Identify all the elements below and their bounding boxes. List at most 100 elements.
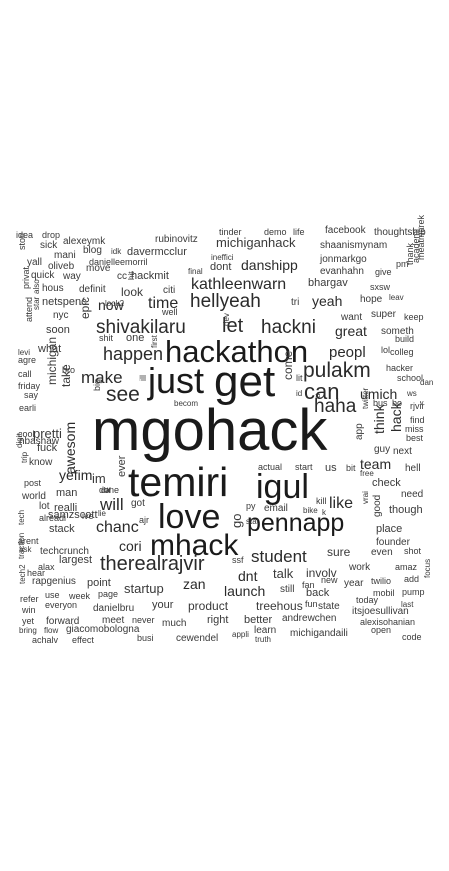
cloud-word: oliveb [48,261,75,272]
cloud-word: done [99,485,120,495]
cloud-word: peopl [329,344,366,361]
cloud-word: founder [376,537,410,548]
cloud-word: new [321,575,338,585]
cloud-word: giacomobologna [66,624,140,635]
cloud-word: love [158,498,221,536]
cloud-word: want [341,312,363,323]
cloud-word: app [354,423,365,440]
cloud-word: next [393,446,412,457]
cloud-word: danielleemorril [89,257,148,267]
cloud-word: shaanismynam [320,240,388,251]
cloud-word: got [131,498,145,509]
cloud-word: think [371,404,387,434]
cloud-word: dan [420,378,434,387]
cloud-word: mhack [150,529,239,562]
cloud-word: ssf [232,555,244,565]
cloud-word: nyc [53,310,69,321]
cloud-word: now [98,297,124,313]
cloud-word: add [404,574,420,584]
cloud-word: drop [42,230,61,240]
cloud-word: world [22,491,46,502]
cloud-word: kill [316,496,327,506]
cloud-word: school [397,373,424,383]
cloud-word: place [376,523,403,535]
cloud-word: get [214,357,276,406]
cloud-word: will [100,495,124,514]
cloud-word: umich [360,386,398,402]
cloud-word: bit [346,463,356,473]
cloud-word: rubinovitz [155,234,198,245]
cloud-word: cc [117,271,127,282]
cloud-word: pennapp [247,509,345,537]
cloud-word: year [344,578,364,589]
cloud-word: point [87,577,111,589]
cloud-word: move [86,263,111,274]
cloud-word: hear [27,568,46,578]
cloud-word: sure [327,545,351,559]
cloud-word: hous [42,283,64,294]
cloud-word: right [207,614,229,626]
cloud-word: way [63,271,81,282]
cloud-word: agre [18,355,37,365]
cloud-word: hackathon [165,334,309,369]
cloud-word: tech [17,509,26,525]
cloud-word: samzscott [48,509,98,521]
cloud-word: bus [373,398,388,408]
cloud-word: code [402,632,422,642]
cloud-word: time [148,295,179,312]
cloud-word: id [296,389,303,398]
cloud-word: u [313,393,322,398]
cloud-word: definit [79,284,106,295]
cloud-word: give [375,267,392,277]
cloud-word: py [246,501,256,511]
cloud-word: treehous [256,599,303,613]
cloud-word: davermcclur [127,246,187,258]
cloud-word: ur [104,485,112,494]
cloud-word: life [293,227,305,237]
cloud-word: idk [111,247,122,256]
cloud-word: temiri [128,459,229,505]
cloud-word: traction [17,532,26,559]
cloud-word: hope [360,294,383,305]
cloud-word: email [264,503,288,514]
cloud-word: lit [296,373,303,383]
cloud-word: mobil [373,588,395,598]
cloud-word: big [92,378,102,391]
cloud-word: quick [31,270,55,281]
cloud-word: busi [137,633,154,643]
cloud-word: citi [163,285,176,296]
cloud-word: trip [20,451,29,463]
cloud-word: final [188,267,203,276]
cloud-word: dev [222,313,231,326]
cloud-word: pm [396,259,409,269]
cloud-word: better [244,614,273,626]
cloud-word: shivakilaru [96,317,186,338]
cloud-word: check [372,477,401,489]
cloud-word: truth [255,635,272,644]
cloud-word: achalv [32,635,59,645]
cloud-word: sick [40,240,58,251]
cloud-word: best [406,433,424,443]
cloud-word: work [349,562,371,573]
cloud-word: yet [22,616,35,626]
cloud-word: colleg [390,347,414,357]
cloud-word: nbashaw [19,436,60,447]
cloud-word: just [148,360,205,401]
cloud-word: your [152,599,174,611]
cloud-word: therealrajvir [100,553,205,575]
cloud-word: focus [423,558,432,578]
cloud-word: ask [19,545,32,554]
cloud-word: ws [407,389,417,398]
cloud-word: pretti [33,426,62,441]
cloud-word: kathleenwarn [191,276,287,293]
cloud-word: andrewchen [282,613,337,624]
cloud-word: learn [254,625,277,636]
cloud-word: forward [46,616,80,627]
cloud-word: demo [264,227,287,237]
cloud-word: fan [302,580,315,590]
cloud-word: need [401,489,424,500]
cloud-word: tri [291,297,300,308]
cloud-word: lot [39,501,50,512]
cloud-word: let [222,315,244,337]
